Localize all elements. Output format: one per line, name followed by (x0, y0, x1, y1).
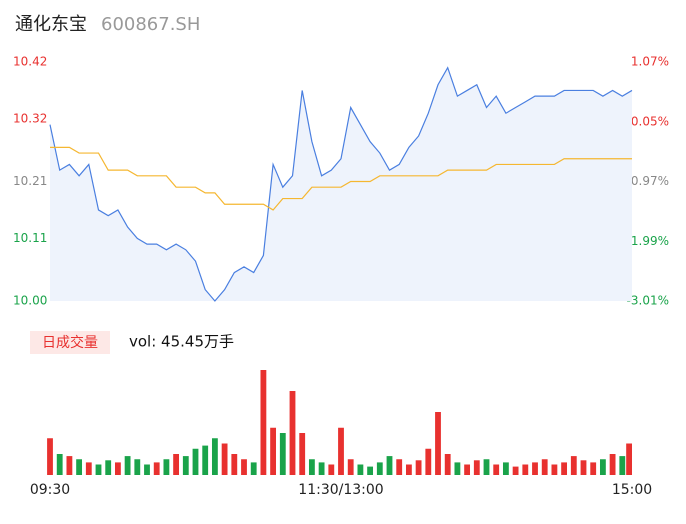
volume-bar (105, 460, 112, 475)
volume-bar (250, 462, 257, 475)
volume-bar (153, 462, 160, 475)
volume-bar (367, 466, 374, 475)
volume-bar (289, 391, 296, 475)
volume-bar (308, 459, 315, 475)
volume-bar (318, 462, 325, 475)
volume-bar (85, 462, 92, 475)
stock-code: 600867.SH (101, 14, 200, 35)
volume-bar (338, 427, 344, 475)
volume-bar (299, 433, 306, 475)
volume-bar (260, 370, 267, 475)
y2-tick-label: 1.07% (631, 55, 669, 69)
stock-name: 通化东宝 (15, 14, 87, 35)
volume-bar (279, 433, 286, 475)
volume-bar (532, 462, 538, 475)
y2-tick-label: -0.97% (627, 174, 669, 188)
volume-bar (405, 464, 412, 475)
volume-bar (522, 464, 529, 475)
volume-bar (464, 464, 471, 475)
volume-bar (211, 438, 218, 475)
volume-bar (415, 460, 422, 475)
volume-bar (435, 412, 441, 475)
volume-bar (328, 464, 335, 475)
y-tick-label: 10.32 (13, 111, 47, 125)
volume-bar (444, 454, 451, 475)
volume-bar (347, 459, 354, 475)
volume-bar (47, 438, 53, 475)
volume-tab-label[interactable]: 日成交量 (42, 334, 98, 351)
volume-bar (144, 464, 150, 475)
volume-bar (454, 462, 461, 475)
volume-bar (541, 459, 548, 475)
volume-bar (231, 454, 238, 475)
volume-bar (590, 462, 597, 475)
volume-bar (425, 448, 432, 475)
volume-bar (134, 459, 141, 475)
volume-total: vol: 45.45万手 (129, 333, 234, 351)
volume-bar (619, 456, 626, 475)
volume-bar (270, 427, 277, 475)
x-tick-label: 09:30 (30, 482, 70, 498)
volume-bar (483, 459, 490, 475)
volume-bar (512, 466, 519, 475)
volume-bar (570, 456, 577, 475)
price-area (50, 67, 632, 301)
volume-bar (173, 454, 180, 475)
x-tick-label: 15:00 (612, 482, 652, 498)
volume-bar (76, 459, 83, 475)
volume-bar (221, 443, 228, 475)
volume-bar (473, 460, 480, 475)
volume-bar (163, 459, 170, 475)
volume-bar (609, 454, 616, 475)
price-line (50, 146, 632, 211)
volume-bar (376, 462, 383, 475)
volume-bar (192, 448, 199, 475)
y-tick-label: 10.11 (13, 231, 47, 245)
y2-tick-label: 0.05% (631, 114, 669, 128)
y2-tick-label: -3.01% (627, 294, 669, 308)
volume-bar (95, 464, 102, 475)
volume-bar (202, 445, 209, 475)
volume-bar (551, 464, 558, 475)
volume-bar (580, 460, 587, 475)
volume-bar (502, 462, 509, 475)
y-tick-label: 10.00 (13, 294, 47, 308)
volume-bar (241, 459, 247, 475)
y2-tick-label: -1.99% (627, 234, 669, 248)
volume-bar (114, 462, 121, 475)
volume-bar (626, 443, 632, 475)
volume-bar (66, 456, 73, 475)
volume-bar (396, 459, 403, 475)
volume-bar (124, 456, 131, 475)
volume-bar (493, 464, 500, 475)
volume-bar (561, 462, 568, 475)
volume-tab[interactable] (30, 331, 110, 354)
volume-bar (56, 454, 63, 475)
price-line (49, 66, 633, 302)
volume-bar (386, 456, 393, 475)
y-tick-label: 10.42 (13, 55, 47, 69)
volume-bar (357, 464, 364, 475)
volume-bar (182, 456, 189, 475)
y-tick-label: 10.21 (13, 174, 47, 188)
x-tick-label: 11:30/13:00 (298, 482, 383, 498)
volume-bar (599, 459, 606, 475)
